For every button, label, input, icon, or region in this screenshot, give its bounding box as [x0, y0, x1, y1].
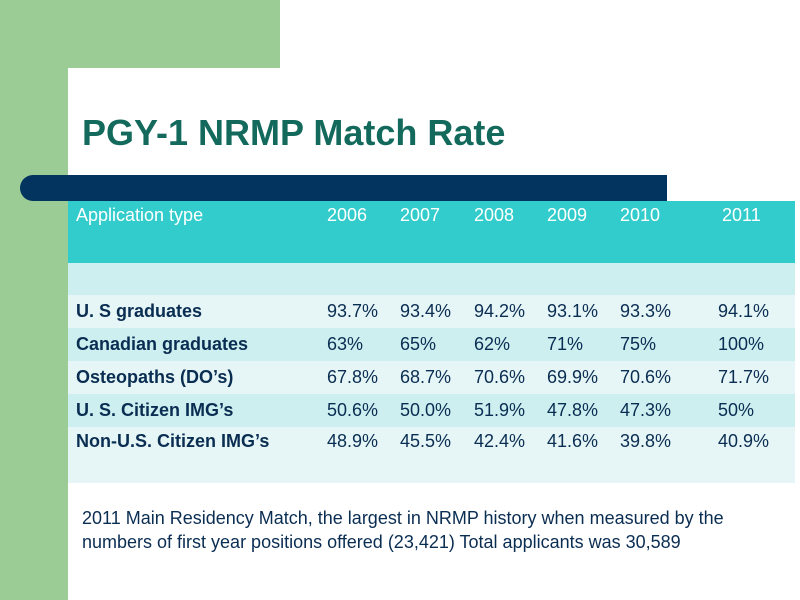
table-row: U. S graduates 93.7% 93.4% 94.2% 93.1% 9… [68, 295, 795, 328]
table-row: Canadian graduates 63% 65% 62% 71% 75% 1… [68, 328, 795, 361]
cell-value: 47.8% [547, 400, 599, 420]
cell-value: 63% [327, 334, 364, 354]
cell-value: 69.9% [547, 367, 599, 387]
cell-value: 48.9% [327, 431, 379, 451]
cell-value: 50.0% [400, 400, 452, 420]
cell-value: 93.7% [327, 301, 379, 321]
cell-value: 39.8% [620, 431, 672, 451]
cell-value: 94.1% [718, 301, 770, 321]
cell-value: 75% [620, 334, 657, 354]
cell-value: 47.3% [620, 400, 672, 420]
cell-value: 67.8% [327, 367, 379, 387]
content-card [68, 68, 800, 600]
cell-value: 50.6% [327, 400, 379, 420]
cell-value: 70.6% [620, 367, 672, 387]
cell-value: 71.7% [718, 367, 770, 387]
cell-value: 40.9% [718, 431, 770, 451]
cell-value: 41.6% [547, 431, 599, 451]
cell-value: 100% [718, 334, 765, 354]
slide-title: PGY-1 NRMP Match Rate [82, 112, 506, 153]
table-row: Osteopaths (DO’s) 67.8% 68.7% 70.6% 69.9… [68, 361, 795, 394]
table-row: Non-U.S. Citizen IMG’s 48.9% 45.5% 42.4%… [68, 427, 795, 483]
cell-value: 62% [474, 334, 511, 354]
title-divider-bar [20, 175, 667, 201]
cell-value: 51.9% [474, 400, 526, 420]
cell-value: 50% [718, 400, 755, 420]
row-label: Non-U.S. Citizen IMG’s [76, 431, 270, 451]
cell-value: 93.1% [547, 301, 599, 321]
green-frame-left [0, 0, 68, 600]
row-label: Osteopaths (DO’s) [76, 367, 234, 387]
header-year: 2006 [327, 205, 368, 225]
cell-value: 93.3% [620, 301, 672, 321]
table-header-row: Application type 2006 2007 2008 2009 201… [68, 201, 795, 263]
row-label: U. S. Citizen IMG’s [76, 400, 234, 420]
cell-value: 93.4% [400, 301, 452, 321]
cell-value: 71% [547, 334, 584, 354]
header-application-type: Application type [76, 205, 204, 225]
footnote-text: 2011 Main Residency Match, the largest i… [82, 508, 724, 552]
table-row: U. S. Citizen IMG’s 50.6% 50.0% 51.9% 47… [68, 394, 795, 427]
cell-value: 45.5% [400, 431, 452, 451]
cell-value: 42.4% [474, 431, 526, 451]
row-label: Canadian graduates [76, 334, 249, 354]
table-spacer-row [68, 263, 795, 295]
match-rate-table: Application type 2006 2007 2008 2009 201… [68, 201, 795, 483]
cell-value: 65% [400, 334, 437, 354]
header-year: 2009 [547, 205, 588, 225]
cell-value: 70.6% [474, 367, 526, 387]
header-year: 2007 [400, 205, 441, 225]
header-year: 2008 [474, 205, 515, 225]
row-label: U. S graduates [76, 301, 203, 321]
header-year: 2010 [620, 205, 661, 225]
header-year: 2011 [722, 205, 761, 225]
cell-value: 94.2% [474, 301, 526, 321]
cell-value: 68.7% [400, 367, 452, 387]
